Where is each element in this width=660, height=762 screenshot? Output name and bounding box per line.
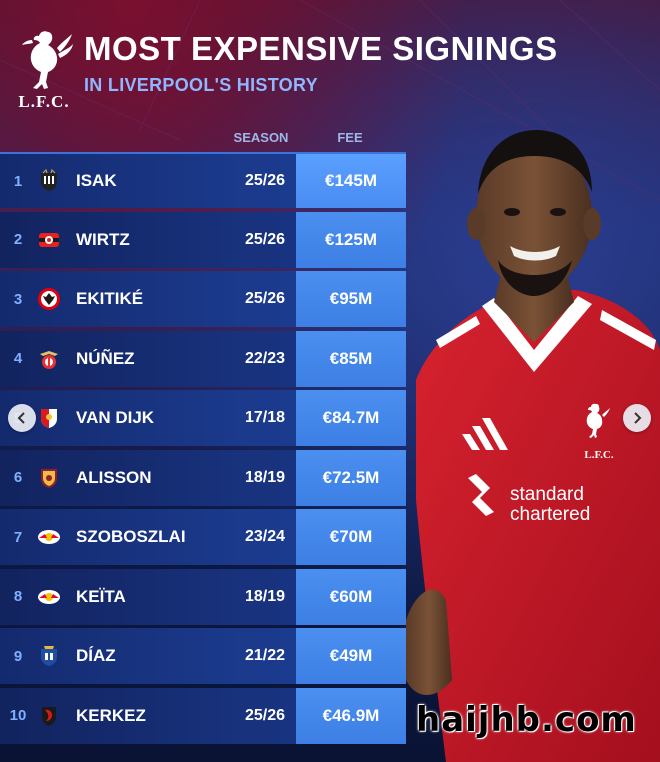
player-name: NÚÑEZ [76,348,135,368]
column-header-season: SEASON [233,130,289,145]
table-row: 1 ISAK 25/26 €145M [0,152,406,208]
row-rank: 2 [13,231,23,248]
player-fee: €60M [296,568,406,625]
carousel-prev-button[interactable] [8,404,36,432]
player-name: ISAK [76,171,117,190]
player-fee: €70M [296,509,406,565]
shirt-badge-text: L.F.C. [584,449,613,461]
player-name: ALISSON [76,467,152,487]
row-rank: 10 [9,707,27,724]
player-name: SZOBOSZLAI [76,527,186,546]
player-fee: €125M [296,211,406,268]
carousel-next-button[interactable] [623,404,651,432]
table-row: 8 KEÏTA 18/19 €60M [0,568,406,625]
row-rank: 4 [13,350,23,367]
player-fee: €84.7M [296,390,406,446]
player-season: 22/23 [244,349,286,367]
porto-crest-icon [36,643,62,669]
player-fee: €85M [296,330,406,387]
player-season: 17/18 [244,409,286,426]
leipzig-crest-icon [36,584,62,610]
row-rank: 9 [13,647,23,665]
row-rank: 1 [13,172,23,190]
sponsor-logo-icon [468,474,494,516]
player-season: 25/26 [244,172,286,189]
southampton-crest-icon [36,405,62,431]
table-row: 7 SZOBOSZLAI 23/24 €70M [0,509,406,565]
table-row: 6 ALISSON 18/19 €72.5M [0,449,406,506]
liverbird-logo-icon [22,31,73,89]
player-name: KERKEZ [76,705,146,725]
player-season: 18/19 [244,587,286,605]
shirt-sponsor-line2: chartered [510,504,590,525]
shirt-sponsor-line1: standard [510,484,584,505]
player-name: EKITIKÉ [76,289,144,308]
row-rank: 7 [13,528,23,546]
player-season: 25/26 [244,290,286,307]
bournemouth-crest-icon [36,703,62,729]
chevron-right-icon [634,412,642,424]
player-fee: €72.5M [296,449,406,506]
player-name: DÍAZ [76,646,116,665]
page-title: MOST EXPENSIVE SIGNINGS [84,30,558,67]
frankfurt-crest-icon [36,286,62,312]
player-name: VAN DIJK [76,408,155,427]
player-fee: €46.9M [296,687,406,744]
player-season: 25/26 [244,230,286,248]
leverkusen-crest-icon [36,227,62,253]
newcastle-crest-icon [36,168,62,194]
row-rank: 8 [13,588,23,605]
table-row: 9 DÍAZ 21/22 €49M [0,628,406,684]
table-row: 5 VAN DIJK 17/18 €84.7M [0,390,406,446]
player-photo: L.F.C. standard chartered [406,130,660,762]
player-fee: €49M [296,628,406,684]
table-row: 3 EKITIKÉ 25/26 €95M [0,271,406,327]
player-name: KEÏTA [76,586,126,606]
player-fee: €145M [296,154,406,208]
player-name: WIRTZ [76,229,130,249]
table-row: 4 NÚÑEZ 22/23 €85M [0,330,406,387]
player-fee: €95M [296,271,406,327]
roma-crest-icon [36,465,62,491]
chevron-left-icon [17,412,25,424]
row-rank: 6 [13,469,23,486]
row-rank: 3 [13,290,23,308]
club-logo-text: L.F.C. [18,92,70,111]
column-header-fee: FEE [337,130,363,145]
player-season: 18/19 [244,468,286,486]
table-row: 2 WIRTZ 25/26 €125M [0,211,406,268]
page-subtitle: IN LIVERPOOL'S HISTORY [84,75,318,95]
player-season: 23/24 [244,528,286,545]
signings-table: 1 ISAK 25/26 €145M 2 WIRTZ 25/26 €125M 3… [0,152,406,747]
table-row: 10 KERKEZ 25/26 €46.9M [0,687,406,744]
leipzig-crest-icon [36,524,62,550]
benfica-crest-icon [36,346,62,372]
player-season: 25/26 [244,706,286,724]
watermark: haijhb.com [416,700,637,740]
player-season: 21/22 [244,647,286,664]
